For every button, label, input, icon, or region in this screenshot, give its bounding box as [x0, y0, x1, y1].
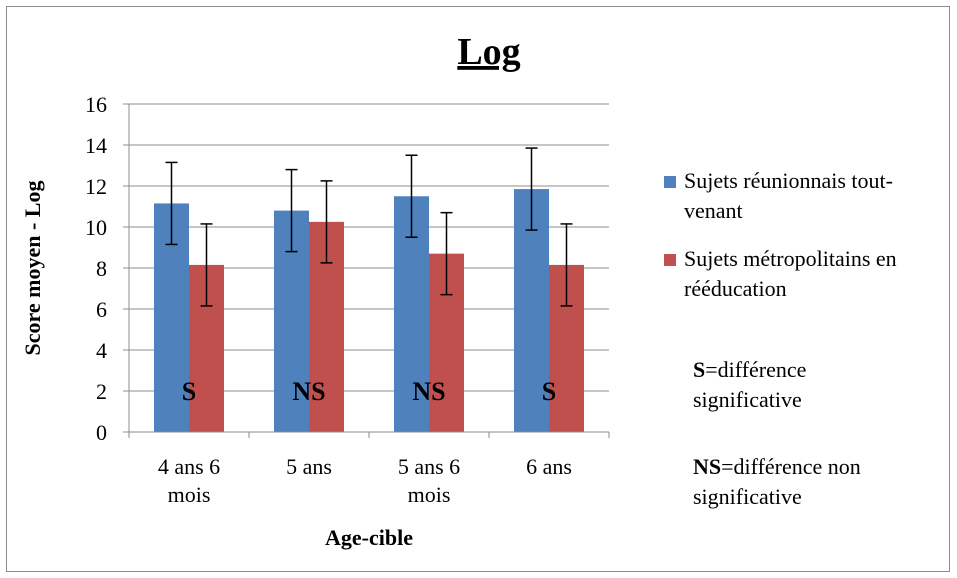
y-tick-label: 16	[85, 92, 107, 117]
significance-label: NS	[292, 377, 325, 406]
significance-label: S	[182, 377, 196, 406]
y-tick-label: 6	[96, 297, 107, 322]
y-axis-title: Score moyen - Log	[20, 181, 45, 356]
legend: Sujets réunionnais tout-venant Sujets mét…	[664, 168, 897, 301]
legend-label: Sujets métropolitains en rééducation	[684, 246, 897, 301]
significance-label: S	[542, 377, 556, 406]
legend-label: Sujets réunionnais tout-venant	[684, 168, 893, 223]
y-tick-label: 4	[96, 338, 107, 363]
y-tick-label: 2	[96, 379, 107, 404]
legend-swatch	[664, 254, 676, 266]
legend-swatch	[664, 176, 676, 188]
error-bars	[165, 147, 573, 307]
axes	[123, 103, 610, 438]
significance-note: NS=différence non significative	[693, 454, 861, 509]
x-category-label: 5 ans 6 mois	[398, 454, 460, 507]
chart-title: Log	[457, 31, 520, 73]
significance-labels: S NS NS S	[182, 377, 556, 406]
significance-label: NS	[412, 377, 445, 406]
significance-note: S=différence significative	[693, 357, 806, 412]
y-tick-labels: 0 2 4 6 8 10 12 14 16	[85, 92, 107, 445]
y-tick-label: 8	[96, 256, 107, 281]
x-category-label: 6 ans	[526, 454, 572, 479]
significance-notes: S=différence significative NS=différence n…	[693, 357, 861, 509]
x-category-label: 4 ans 6 mois	[158, 454, 220, 507]
y-tick-label: 14	[85, 133, 107, 158]
y-tick-label: 0	[96, 420, 107, 445]
x-category-labels: 4 ans 6 mois 5 ans 5 ans 6 mois 6 ans	[158, 454, 572, 507]
x-axis-title: Age-cible	[325, 525, 413, 550]
y-tick-label: 10	[85, 215, 107, 240]
y-tick-label: 12	[85, 174, 107, 199]
bars	[154, 189, 584, 432]
x-category-label: 5 ans	[286, 454, 332, 479]
